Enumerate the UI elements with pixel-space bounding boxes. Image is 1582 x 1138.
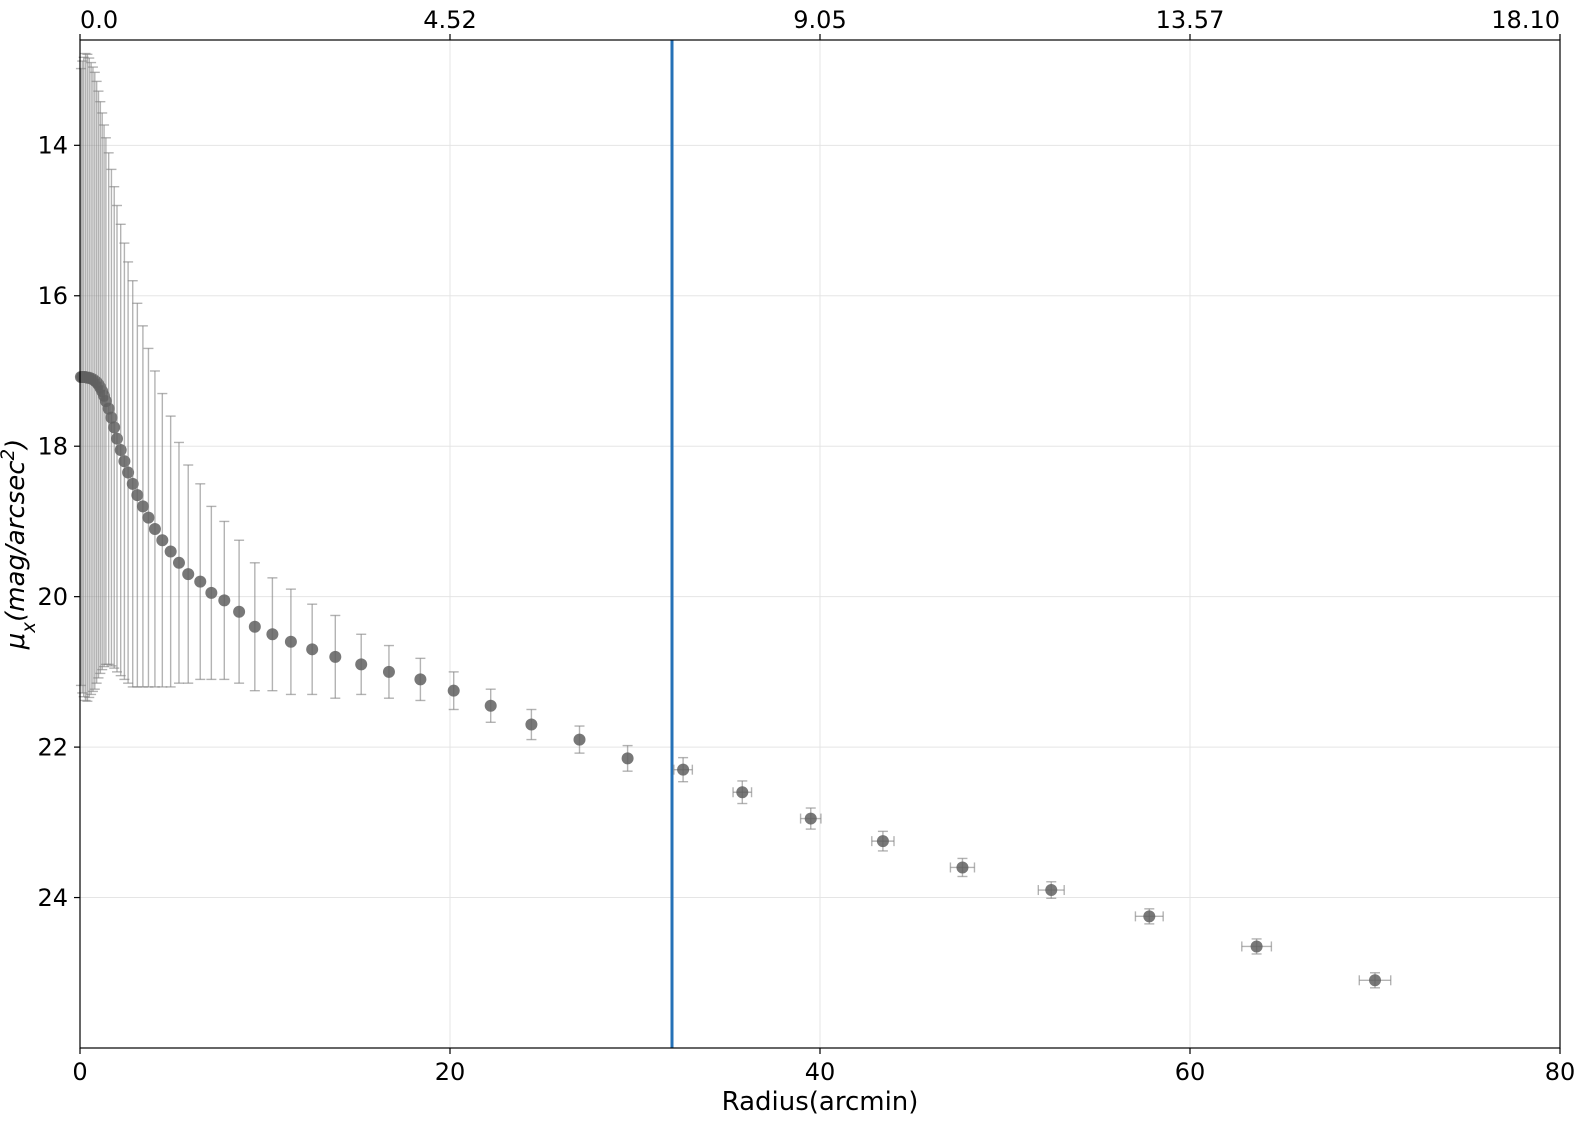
data-point xyxy=(383,666,395,678)
data-point xyxy=(736,786,748,798)
data-point xyxy=(677,764,689,776)
data-point xyxy=(165,546,177,558)
data-point xyxy=(805,813,817,825)
data-point xyxy=(448,685,460,697)
data-point xyxy=(156,534,168,546)
top-tick-label: 9.05 xyxy=(793,6,846,34)
x-tick-label: 20 xyxy=(435,1058,466,1086)
data-point xyxy=(525,719,537,731)
data-point xyxy=(218,594,230,606)
data-point xyxy=(137,500,149,512)
data-point xyxy=(233,606,245,618)
data-point xyxy=(877,835,889,847)
x-tick-label: 80 xyxy=(1545,1058,1576,1086)
data-point xyxy=(306,643,318,655)
top-tick-label: 13.57 xyxy=(1156,6,1225,34)
data-point xyxy=(956,861,968,873)
x-tick-label: 0 xyxy=(72,1058,87,1086)
data-point xyxy=(414,673,426,685)
top-tick-label: 0.0 xyxy=(80,6,118,34)
data-point xyxy=(173,557,185,569)
data-point xyxy=(149,523,161,535)
x-tick-label: 60 xyxy=(1175,1058,1206,1086)
data-point xyxy=(485,700,497,712)
data-point xyxy=(108,421,120,433)
data-point xyxy=(574,734,586,746)
data-point xyxy=(1369,974,1381,986)
data-point xyxy=(1045,884,1057,896)
data-point xyxy=(1143,910,1155,922)
y-tick-label: 16 xyxy=(37,282,68,310)
data-point xyxy=(266,628,278,640)
data-point xyxy=(622,752,634,764)
data-point xyxy=(329,651,341,663)
data-point xyxy=(1251,940,1263,952)
data-point xyxy=(205,587,217,599)
y-tick-label: 14 xyxy=(37,132,68,160)
x-tick-label: 40 xyxy=(805,1058,836,1086)
data-point xyxy=(131,489,143,501)
data-point xyxy=(182,568,194,580)
y-tick-label: 18 xyxy=(37,433,68,461)
surface-brightness-chart: 0 20 40 60 80 14 16 18 20 22 24 0.0 4.52 9.05 13.57 18.… xyxy=(0,0,1582,1138)
data-point xyxy=(142,512,154,524)
y-tick-label: 24 xyxy=(37,884,68,912)
data-point xyxy=(355,658,367,670)
x-axis-label: Radius(arcmin) xyxy=(722,1087,919,1117)
y-tick-label: 22 xyxy=(37,734,68,762)
top-tick-label: 4.52 xyxy=(423,6,476,34)
data-point xyxy=(285,636,297,648)
top-tick-label: 18.10 xyxy=(1491,6,1560,34)
y-tick-label: 20 xyxy=(37,583,68,611)
data-point xyxy=(194,576,206,588)
data-point xyxy=(249,621,261,633)
